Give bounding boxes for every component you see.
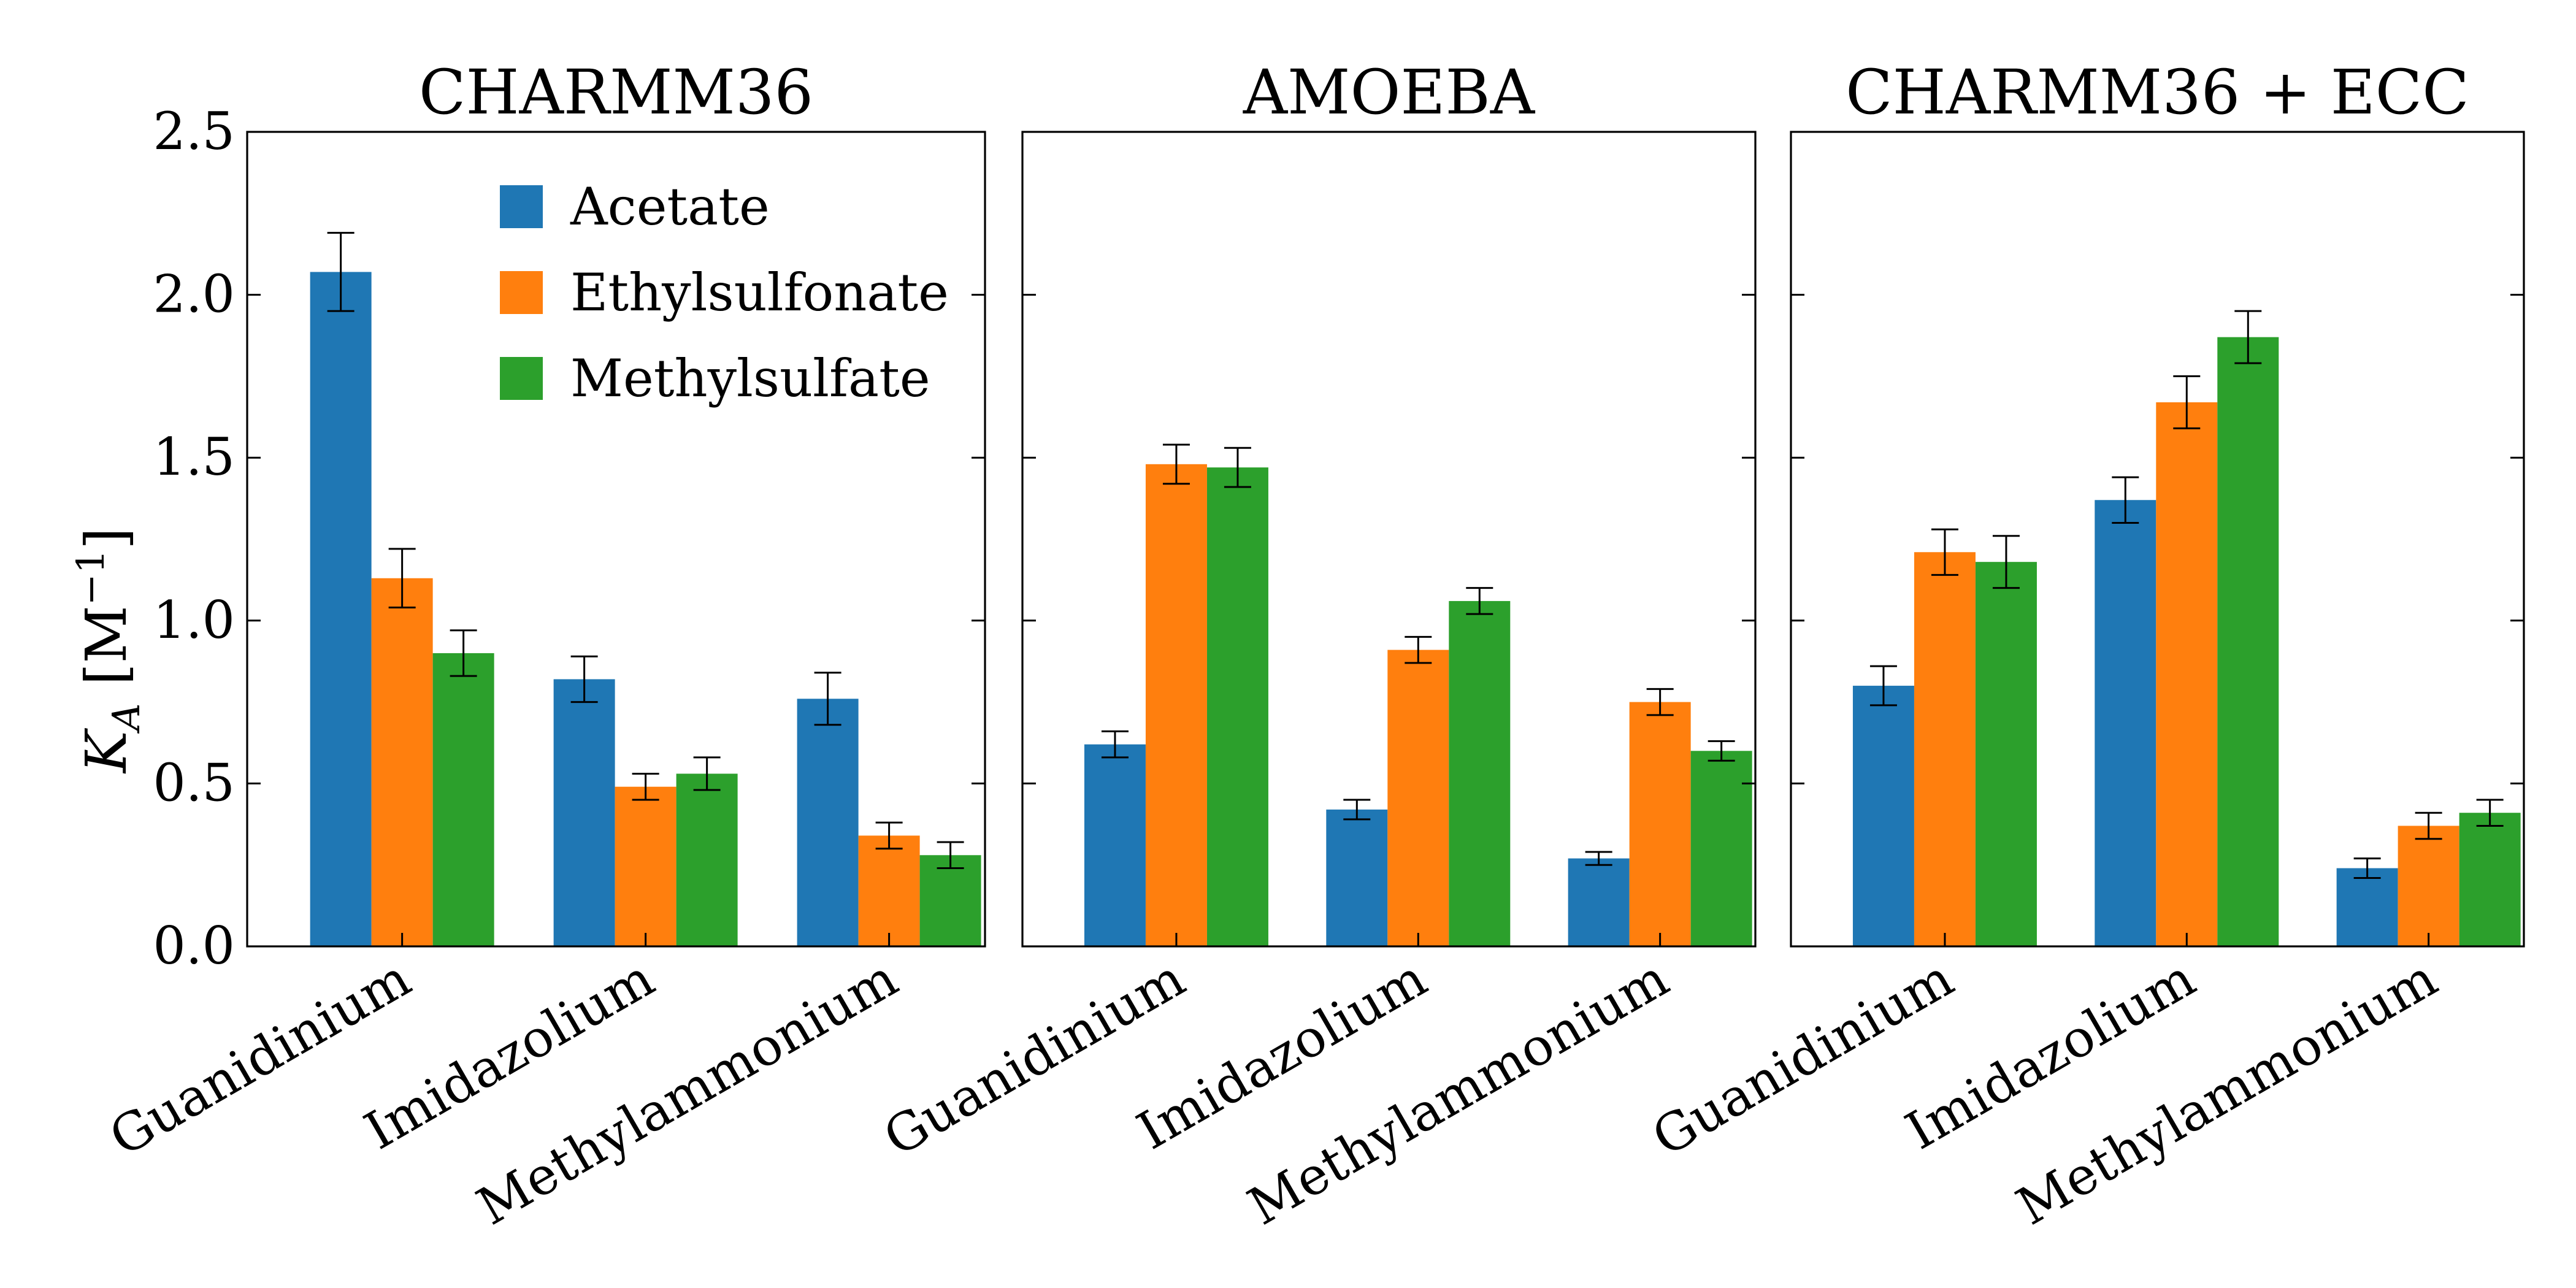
- bar-acetate-methylammonium: [2336, 868, 2398, 946]
- bar-ethylsulfonate-imidazolium: [615, 786, 677, 946]
- bar-methylsulfate-guanidinium: [432, 653, 494, 946]
- bar-ethylsulfonate-imidazolium: [2156, 402, 2218, 946]
- panel-title: AMOEBA: [1243, 56, 1536, 128]
- bar-methylsulfate-imidazolium: [1449, 600, 1511, 946]
- bar-methylsulfate-methylammonium: [1690, 751, 1752, 946]
- legend-label: Ethylsulfonate: [570, 263, 949, 323]
- y-tick-label: 1.0: [153, 590, 235, 650]
- panel-title: CHARMM36 + ECC: [1846, 56, 2469, 128]
- y-tick-label: 2.5: [153, 101, 235, 161]
- legend-label: Acetate: [570, 177, 770, 237]
- bar-ethylsulfonate-methylammonium: [2398, 826, 2459, 946]
- bar-methylsulfate-guanidinium: [1206, 467, 1268, 946]
- bar-acetate-imidazolium: [1326, 809, 1388, 946]
- y-tick-label: 2.0: [153, 264, 235, 324]
- y-tick-label: 1.5: [153, 427, 235, 487]
- panel-3: CHARMM36 + ECCGuanidiniumImidazoliumMeth…: [1643, 56, 2525, 1237]
- panel-frame: [1021, 131, 1757, 948]
- bar-ethylsulfonate-guanidinium: [1914, 552, 1976, 946]
- x-tick-label: Methylammonium: [1238, 948, 1679, 1236]
- bar-acetate-imidazolium: [2095, 500, 2156, 946]
- bar-acetate-imidazolium: [553, 679, 615, 946]
- bar-ethylsulfonate-methylammonium: [1629, 702, 1691, 946]
- bar-ethylsulfonate-guanidinium: [1145, 464, 1207, 946]
- bar-ethylsulfonate-imidazolium: [1387, 650, 1449, 946]
- bar-methylsulfate-methylammonium: [919, 855, 981, 946]
- y-axis-label-subscript: A: [104, 703, 148, 734]
- y-axis-label-unit-close: ]: [74, 527, 139, 550]
- y-tick-label: 0.5: [153, 753, 235, 813]
- legend-swatch-ethylsulfonate: [500, 271, 543, 314]
- panel-2: AMOEBAGuanidiniumImidazoliumMethylammoni…: [874, 56, 1757, 1237]
- bar-acetate-guanidinium: [1084, 744, 1146, 946]
- x-tick-label: Methylammonium: [467, 948, 908, 1236]
- bar-acetate-guanidinium: [1852, 686, 1914, 946]
- bar-methylsulfate-imidazolium: [676, 773, 738, 946]
- y-axis-label-unit-exponent: −1: [68, 550, 113, 605]
- bar-acetate-methylammonium: [797, 699, 859, 946]
- bar-acetate-guanidinium: [310, 272, 372, 946]
- y-axis-label-symbol: K: [74, 727, 139, 774]
- legend-label: Methylsulfate: [570, 348, 930, 408]
- panel-frame: [1790, 131, 2525, 948]
- x-tick-label: Methylammonium: [2007, 948, 2447, 1236]
- y-tick-label: 0.0: [153, 916, 235, 976]
- panels-group: CHARMM36GuanidiniumImidazoliumMethylammo…: [99, 56, 2525, 1237]
- bar-ethylsulfonate-methylammonium: [858, 835, 920, 946]
- panel-title: CHARMM36: [419, 56, 813, 128]
- bar-ethylsulfonate-guanidinium: [371, 578, 433, 946]
- legend: Acetate Ethylsulfonate Methylsulfate: [500, 177, 949, 408]
- legend-swatch-acetate: [500, 185, 543, 228]
- y-axis-label-unit-open: [M: [74, 605, 139, 703]
- panel-1: CHARMM36GuanidiniumImidazoliumMethylammo…: [99, 56, 986, 1237]
- bar-methylsulfate-guanidinium: [1975, 562, 2037, 946]
- bar-methylsulfate-imidazolium: [2217, 337, 2279, 946]
- panel-frame: [246, 131, 986, 948]
- legend-swatch-methylsulfate: [500, 357, 543, 400]
- y-axis-label: KA [M−1]: [68, 527, 148, 774]
- bar-acetate-methylammonium: [1568, 858, 1630, 946]
- bar-methylsulfate-methylammonium: [2459, 813, 2521, 946]
